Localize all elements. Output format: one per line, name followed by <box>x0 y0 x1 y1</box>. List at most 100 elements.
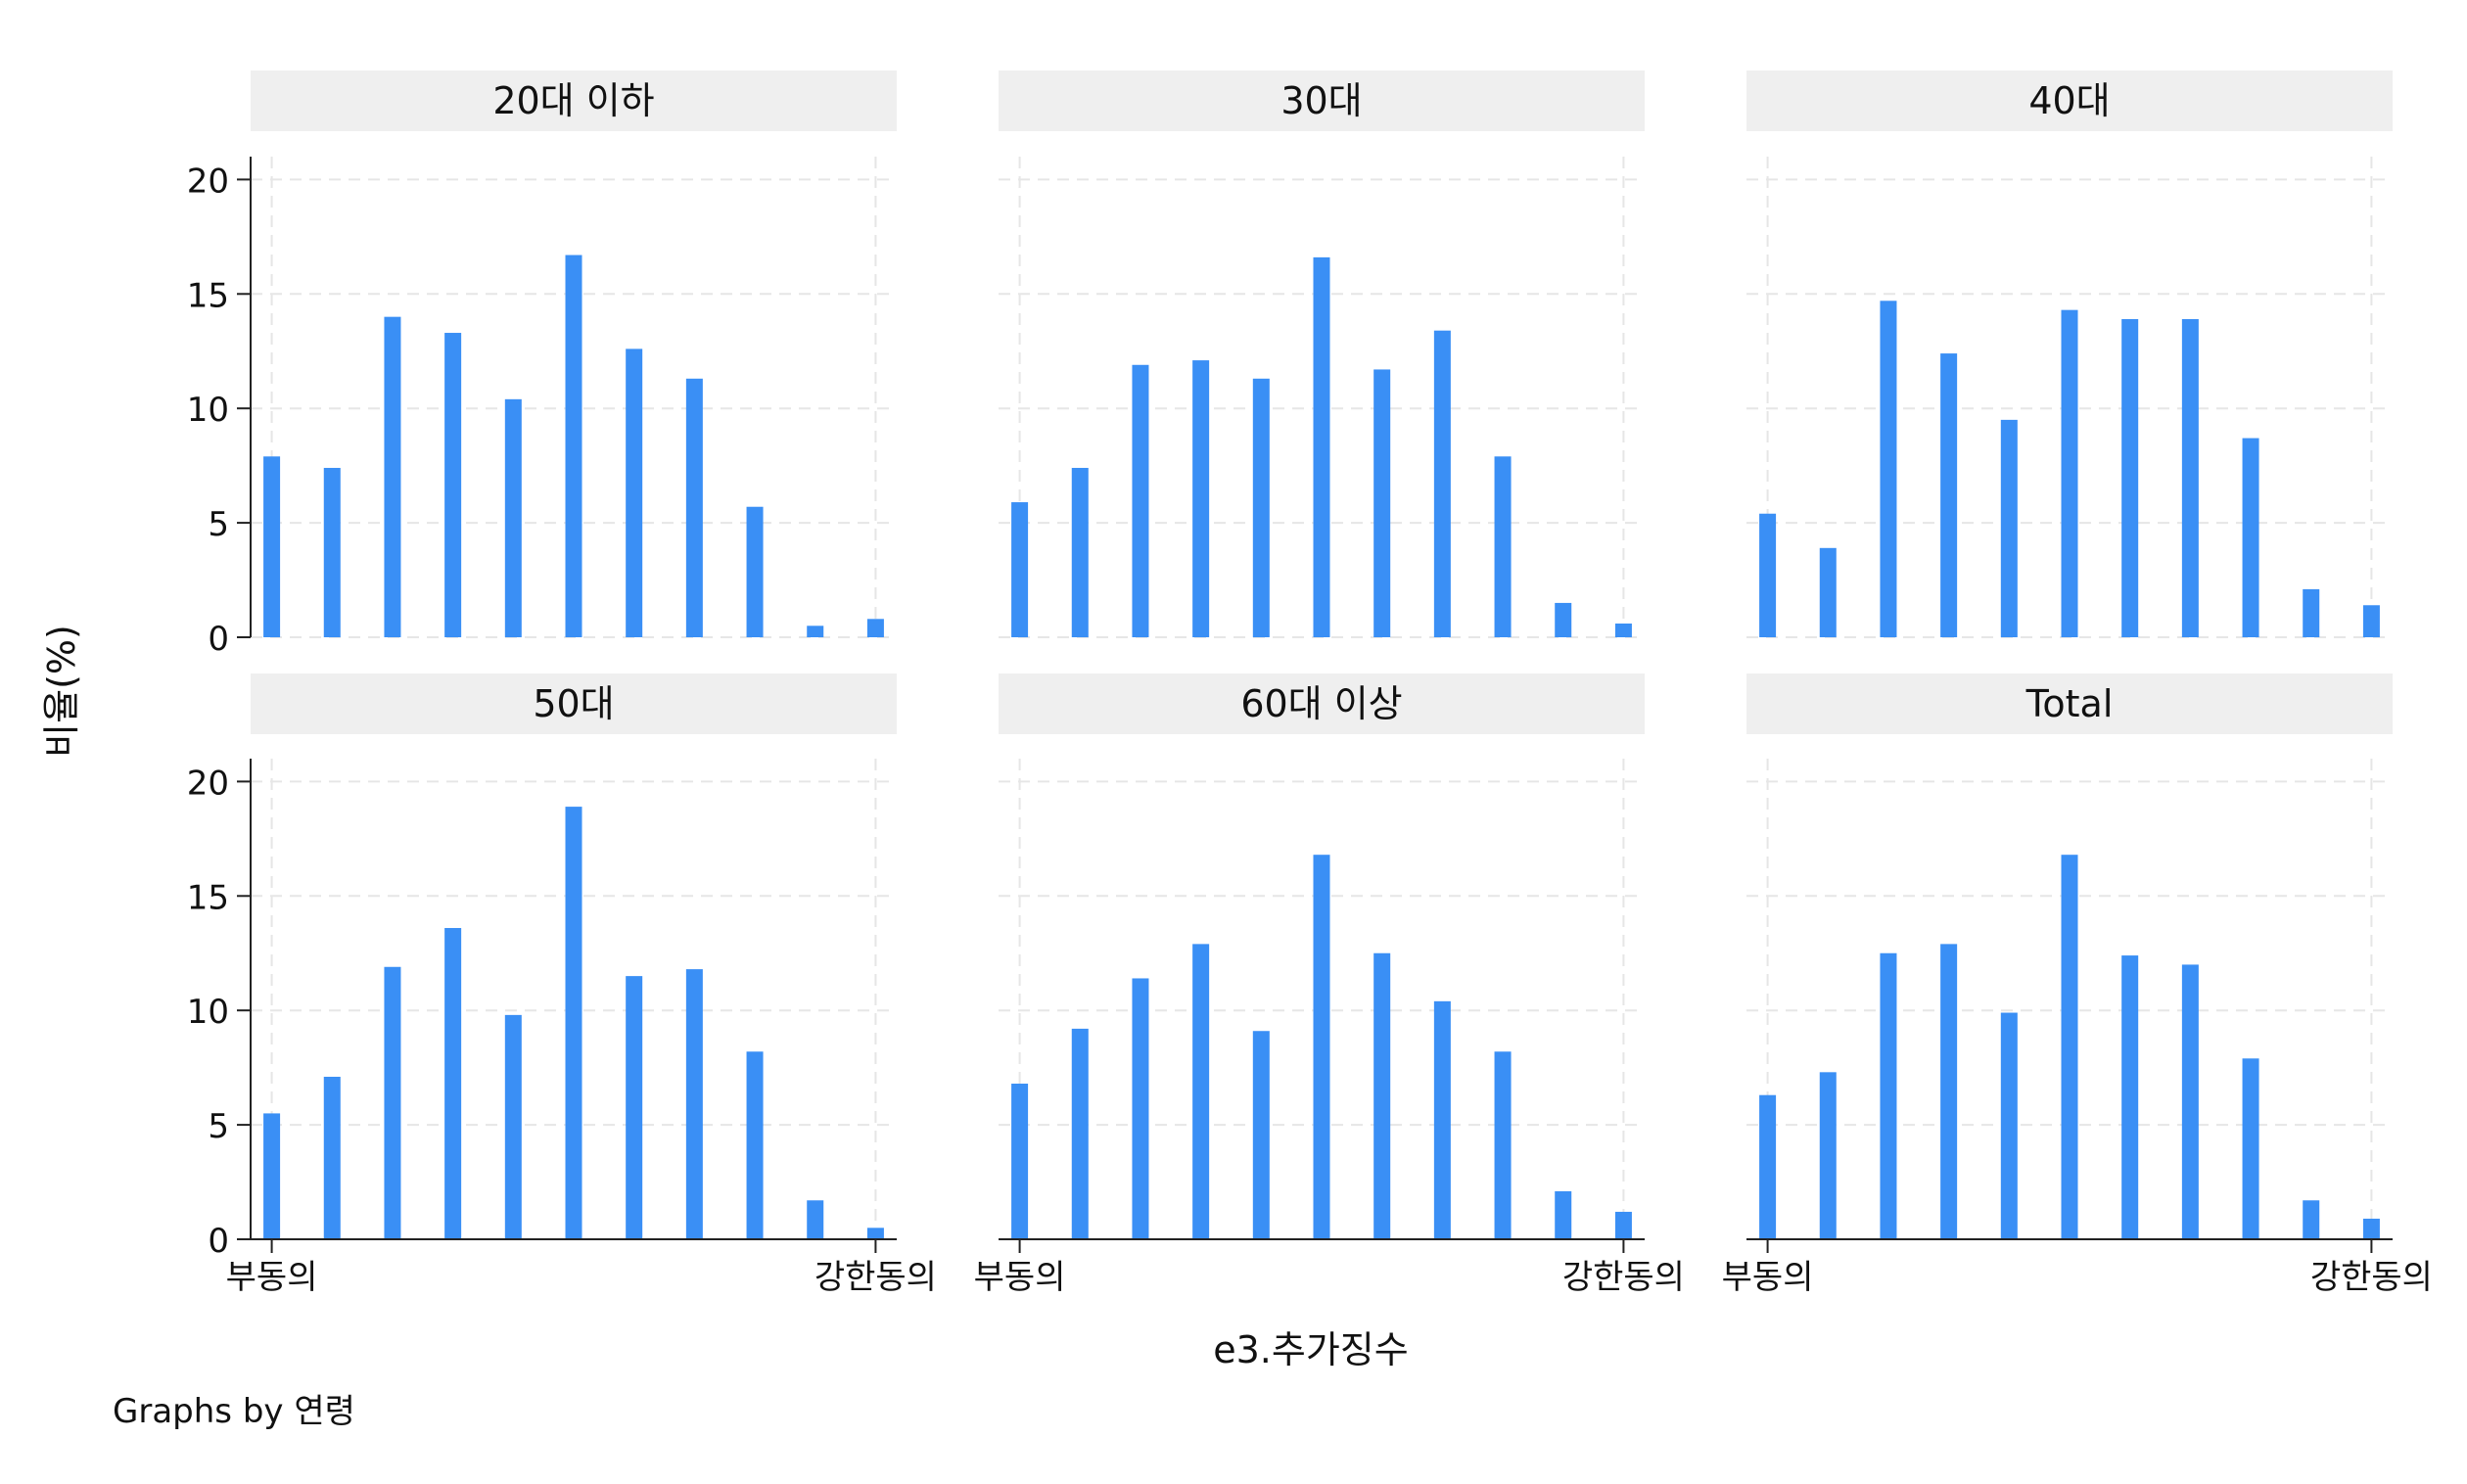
panel-header <box>1746 673 2393 734</box>
bar <box>444 928 462 1239</box>
y-tick-label: 10 <box>187 993 229 1032</box>
bar <box>1433 1000 1451 1239</box>
bar <box>1494 456 1512 637</box>
bar <box>2242 1058 2259 1239</box>
bar <box>866 619 884 637</box>
bar <box>1192 944 1210 1239</box>
bar <box>685 378 703 637</box>
bar <box>2121 319 2139 637</box>
bar <box>1614 1211 1632 1239</box>
bar <box>263 456 281 637</box>
bar <box>565 807 582 1239</box>
bar <box>1071 467 1089 637</box>
bar <box>626 348 643 637</box>
bar <box>626 976 643 1239</box>
panel-1: 20대 이하 0 5 10 15 20 <box>187 70 897 659</box>
bar <box>2000 1012 2018 1239</box>
bar <box>1132 978 1149 1239</box>
y-tick-label: 5 <box>208 1107 229 1146</box>
bar <box>444 333 462 637</box>
bar <box>504 398 522 637</box>
bar <box>1819 547 1837 637</box>
x-tick-label: 강한동의 <box>2310 1258 2433 1297</box>
panel-title: 60대 이상 <box>1240 682 1402 725</box>
bar <box>1373 369 1391 637</box>
bar <box>2061 855 2078 1239</box>
bar <box>746 506 764 637</box>
bar <box>1011 1084 1029 1239</box>
bar <box>807 626 824 637</box>
bar <box>866 1228 884 1239</box>
y-tick-label: 0 <box>208 1222 229 1261</box>
x-tick-label: 부동의 <box>1722 1258 1814 1297</box>
bar <box>2181 319 2199 637</box>
panel-4: 50대 0 5 10 15 20 부동의 강한동의 <box>187 673 937 1297</box>
y-tick-label: 0 <box>208 620 229 659</box>
panel-3: 40대 <box>1746 70 2393 638</box>
bar <box>323 467 341 637</box>
panel-6: Total 부동의 강한동의 <box>1722 673 2433 1297</box>
bar <box>1313 256 1330 637</box>
bar <box>263 1113 281 1239</box>
y-tick-label: 5 <box>208 505 229 544</box>
bar <box>1555 1190 1572 1239</box>
bar <box>2242 438 2259 637</box>
bar <box>685 969 703 1239</box>
bar <box>746 1051 764 1239</box>
panel-header <box>251 70 897 131</box>
y-tick-label: 20 <box>187 764 229 803</box>
x-tick-label: 부동의 <box>974 1258 1066 1297</box>
y-tick-label: 15 <box>187 276 229 315</box>
bar <box>1614 623 1632 637</box>
panel-title: Total <box>2025 682 2114 725</box>
bar <box>1759 513 1777 637</box>
panel-header <box>251 673 897 734</box>
panel-title: 20대 이하 <box>492 79 654 122</box>
bar <box>1759 1094 1777 1239</box>
bar <box>1494 1051 1512 1239</box>
bar <box>1880 301 1897 637</box>
bar <box>1373 952 1391 1239</box>
bar <box>384 966 401 1239</box>
panel-title: 50대 <box>533 682 614 725</box>
bar <box>1940 944 1958 1239</box>
bar <box>2121 955 2139 1239</box>
bar <box>565 255 582 637</box>
bar <box>1011 502 1029 637</box>
x-tick-label: 강한동의 <box>815 1258 937 1297</box>
bar <box>2000 419 2018 637</box>
y-tick-label: 10 <box>187 391 229 430</box>
panel-title: 30대 <box>1280 79 1362 122</box>
panel-header <box>1746 70 2393 131</box>
bar <box>1433 330 1451 637</box>
bar <box>1132 364 1149 637</box>
panel-header <box>999 70 1645 131</box>
bar <box>1192 360 1210 637</box>
bar <box>1313 855 1330 1239</box>
bar <box>1819 1072 1837 1239</box>
x-axis-label: e3.추가징수 <box>1213 1328 1408 1371</box>
bar <box>384 316 401 637</box>
bar <box>1252 378 1270 637</box>
y-tick-label: 20 <box>187 162 229 201</box>
panel-header <box>999 673 1645 734</box>
bar <box>323 1076 341 1239</box>
bar <box>2061 309 2078 637</box>
bar <box>1880 952 1897 1239</box>
panel-2: 30대 <box>999 70 1645 638</box>
bar <box>1940 353 1958 637</box>
y-axis-label: 비율(%) <box>40 625 83 758</box>
panel-title: 40대 <box>2028 79 2110 122</box>
x-tick-label: 부동의 <box>226 1258 318 1297</box>
graphs-by-note: Graphs by 연령 <box>113 1392 355 1431</box>
bar <box>1071 1028 1089 1239</box>
x-tick-label: 강한동의 <box>1562 1258 1685 1297</box>
bar <box>807 1200 824 1239</box>
bar <box>2181 964 2199 1239</box>
bar <box>2303 1200 2320 1239</box>
bar <box>2362 1218 2380 1239</box>
